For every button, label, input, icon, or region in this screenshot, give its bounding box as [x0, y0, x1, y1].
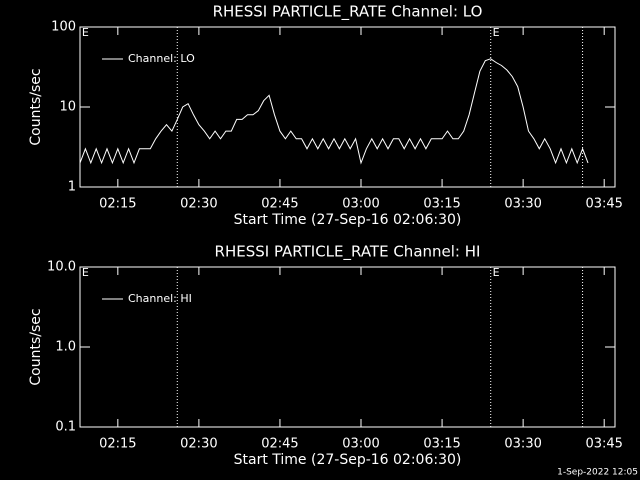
- x-tick-label: 03:15: [423, 197, 460, 212]
- x-tick-label: 02:45: [261, 437, 298, 452]
- x-tick-label: 03:30: [504, 437, 541, 452]
- annotation: E: [493, 26, 500, 39]
- x-tick-label: 03:45: [585, 197, 622, 212]
- plot-frame: [79, 266, 616, 428]
- x-tick-label: 02:15: [99, 437, 136, 452]
- x-tick-label: 02:45: [261, 197, 298, 212]
- footer: 1-Sep-2022 12:05: [557, 468, 638, 478]
- data-line: [79, 58, 589, 165]
- annotation: E: [82, 26, 89, 39]
- y-axis-label: Counts/sec: [28, 308, 44, 385]
- legend-label: Channel: HI: [128, 292, 192, 305]
- x-tick-label: 03:30: [504, 197, 541, 212]
- chart-title: RHESSI PARTICLE_RATE Channel: LO: [213, 3, 483, 22]
- legend-label: Channel: LO: [128, 52, 195, 65]
- y-tick-label: 100: [51, 20, 76, 35]
- x-tick-label: 03:15: [423, 437, 460, 452]
- x-tick-label: 02:15: [99, 197, 136, 212]
- y-tick-label: 10: [59, 100, 76, 115]
- y-tick-label: 1: [68, 180, 76, 195]
- x-axis-label: Start Time (27-Sep-16 02:06:30): [234, 212, 462, 228]
- annotation: E: [493, 266, 500, 279]
- plot-frame: [79, 26, 616, 188]
- y-tick-label: 10.0: [47, 260, 76, 275]
- y-tick-label: 0.1: [55, 420, 76, 435]
- x-tick-label: 03:00: [342, 437, 379, 452]
- x-tick-label: 02:30: [180, 437, 217, 452]
- chart-title: RHESSI PARTICLE_RATE Channel: HI: [215, 243, 481, 262]
- x-tick-label: 03:00: [342, 197, 379, 212]
- x-tick-label: 03:45: [585, 437, 622, 452]
- x-axis-label: Start Time (27-Sep-16 02:06:30): [234, 452, 462, 468]
- y-axis-label: Counts/sec: [28, 68, 44, 145]
- annotation: E: [82, 266, 89, 279]
- x-tick-label: 02:30: [180, 197, 217, 212]
- y-tick-label: 1.0: [55, 340, 76, 355]
